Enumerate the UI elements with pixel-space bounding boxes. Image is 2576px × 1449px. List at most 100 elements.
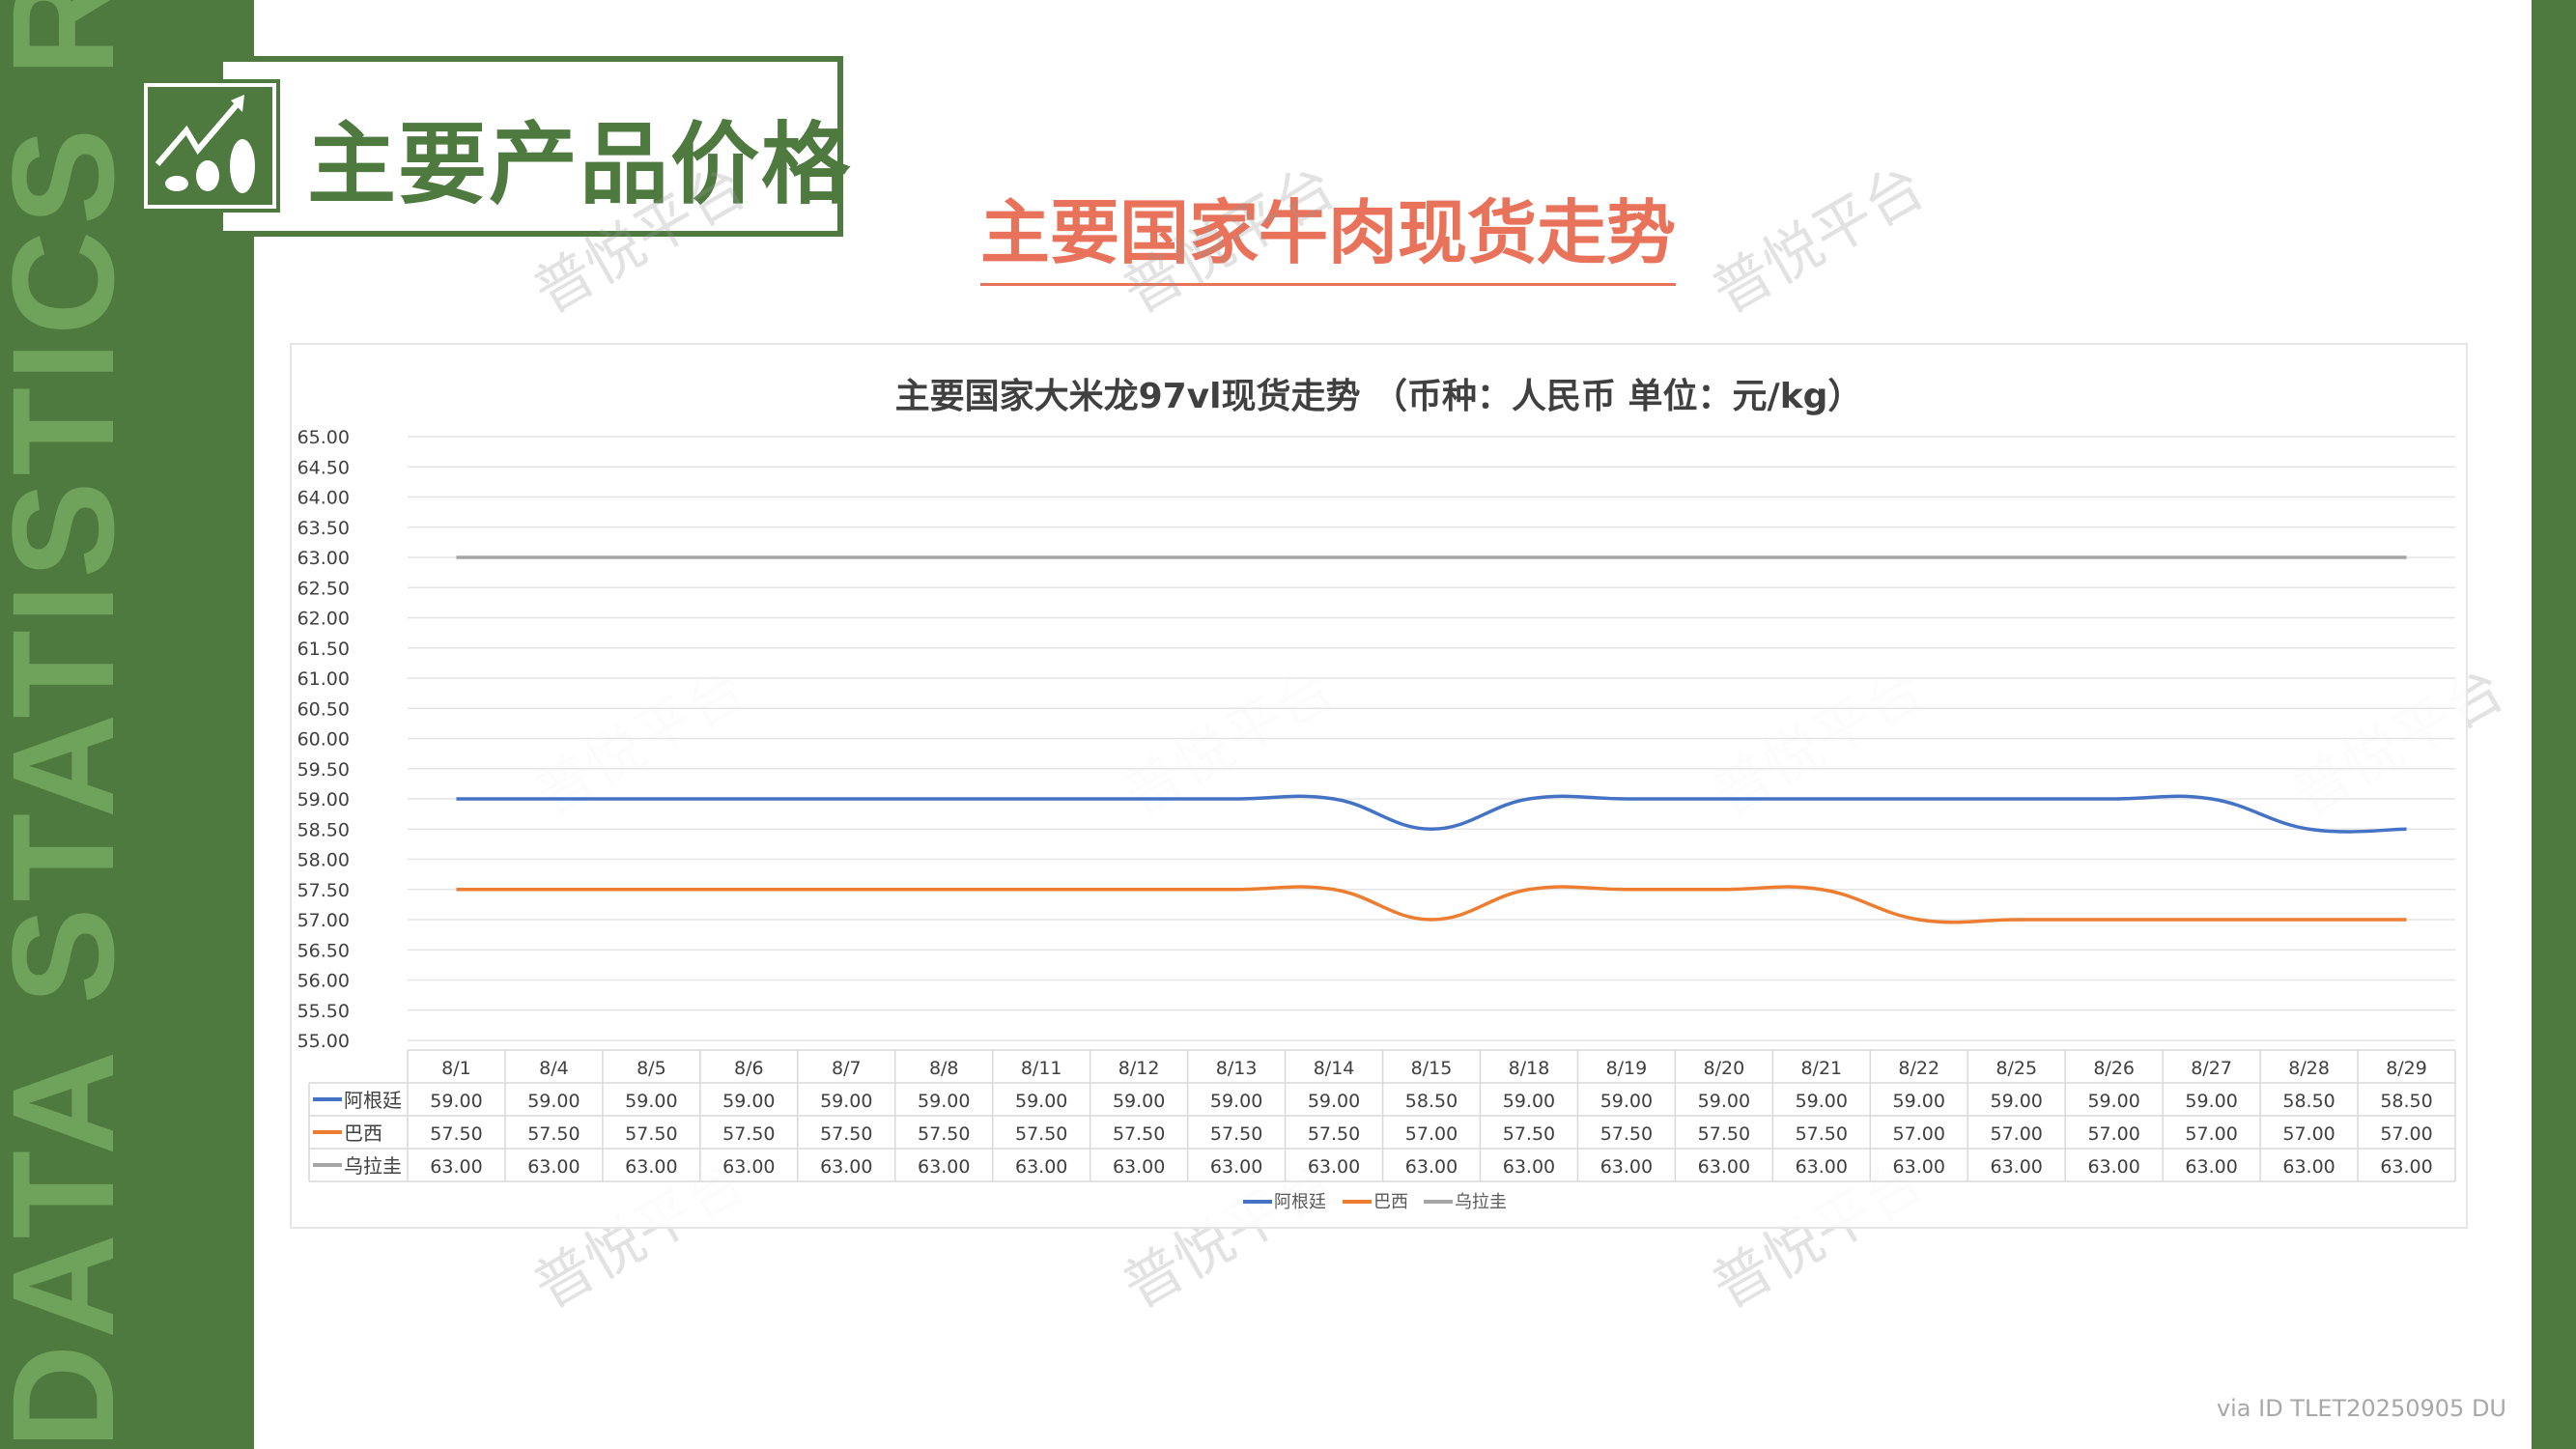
x-category-label: 8/4	[539, 1058, 569, 1079]
x-category-label: 8/12	[1118, 1058, 1160, 1079]
y-tick-label: 55.00	[297, 1031, 350, 1052]
left-decor-band: DATA STATISTICS REPORT	[0, 0, 254, 1449]
table-cell-value: 59.00	[527, 1091, 580, 1112]
table-series-name: 乌拉圭	[344, 1154, 402, 1178]
y-tick-label: 59.00	[297, 789, 350, 810]
table-series-name: 阿根廷	[344, 1089, 402, 1112]
table-cell-value: 57.50	[1503, 1123, 1555, 1145]
table-cell-value: 59.00	[1893, 1091, 1945, 1112]
y-tick-label: 64.00	[297, 488, 350, 509]
table-cell-value: 57.50	[722, 1123, 775, 1145]
x-category-label: 8/28	[2288, 1058, 2330, 1079]
right-decor-band	[2532, 0, 2576, 1449]
table-cell-value: 57.50	[1698, 1123, 1750, 1145]
x-category-label: 8/5	[637, 1058, 666, 1079]
table-cell-value: 59.00	[1796, 1091, 1848, 1112]
x-category-label: 8/21	[1800, 1058, 1842, 1079]
table-cell-value: 59.00	[430, 1091, 482, 1112]
table-cell-value: 58.50	[1405, 1091, 1458, 1112]
chart-panel: 主要国家大米龙97vl现货走势 （币种：人民币 单位：元/kg） 55.00 55…	[290, 343, 2468, 1229]
x-category-label: 8/26	[2093, 1058, 2135, 1079]
x-category-label: 8/25	[1996, 1058, 2037, 1079]
side-report-text: DATA STATISTICS REPORT	[0, 0, 144, 1449]
x-category-label: 8/20	[1704, 1058, 1745, 1079]
x-category-label: 8/13	[1216, 1058, 1258, 1079]
line-chart: 55.00 55.50 56.00 56.50 57.00 57.50 58.00 58.50…	[297, 427, 2456, 1212]
table-cell-value: 59.00	[625, 1091, 677, 1112]
table-cell-value: 63.00	[2185, 1156, 2237, 1178]
table-cell-value: 57.50	[625, 1123, 677, 1145]
legend-entry: 乌拉圭	[1455, 1192, 1507, 1212]
table-cell-value: 57.50	[918, 1123, 970, 1145]
table-cell-value: 57.50	[1600, 1123, 1653, 1145]
table-cell-value: 59.00	[1308, 1091, 1360, 1112]
table-cell-value: 63.00	[1210, 1156, 1262, 1178]
table-cell-value: 63.00	[2380, 1156, 2432, 1178]
watermark: 普悦平台	[1701, 152, 1937, 327]
table-cell-value: 63.00	[820, 1156, 872, 1178]
table-cell-value: 57.50	[1210, 1123, 1262, 1145]
chart-up-coins-icon	[140, 79, 280, 213]
table-cell-value: 57.00	[2380, 1123, 2432, 1145]
table-cell-value: 59.00	[1698, 1091, 1750, 1112]
y-tick-label: 58.50	[297, 819, 350, 840]
table-cell-value: 59.00	[820, 1091, 872, 1112]
table-cell-value: 59.00	[1600, 1091, 1653, 1112]
table-cell-value: 57.50	[430, 1123, 482, 1145]
table-cell-value: 63.00	[1308, 1156, 1360, 1178]
table-cell-value: 59.00	[2087, 1091, 2139, 1112]
y-tick-label: 62.50	[297, 578, 350, 599]
y-tick-label: 63.00	[297, 548, 350, 569]
section-header-box	[217, 56, 843, 237]
y-tick-label: 58.00	[297, 850, 350, 871]
x-category-label: 8/19	[1606, 1058, 1648, 1079]
table-cell-value: 63.00	[1600, 1156, 1653, 1178]
table-cell-value: 63.00	[1893, 1156, 1945, 1178]
table-cell-value: 57.00	[2087, 1123, 2139, 1145]
table-cell-value: 59.00	[2185, 1091, 2237, 1112]
y-tick-label: 62.00	[297, 609, 350, 630]
table-cell-value: 57.00	[1893, 1123, 1945, 1145]
y-tick-label: 56.50	[297, 940, 350, 961]
table-cell-value: 63.00	[1113, 1156, 1165, 1178]
series-line-巴西	[456, 885, 2407, 924]
table-cell-value: 57.50	[527, 1123, 580, 1145]
table-cell-value: 63.00	[1991, 1156, 2043, 1178]
y-tick-label: 59.50	[297, 759, 350, 781]
slide-title: 主要国家牛肉现货走势	[980, 176, 1677, 286]
table-cell-value: 63.00	[2282, 1156, 2335, 1178]
table-cell-value: 57.50	[1796, 1123, 1848, 1145]
table-cell-value: 59.00	[1991, 1091, 2043, 1112]
table-cell-value: 59.00	[722, 1091, 775, 1112]
x-category-label: 8/1	[441, 1058, 471, 1079]
table-cell-value: 63.00	[527, 1156, 580, 1178]
series-line-阿根廷	[456, 794, 2407, 834]
table-cell-value: 59.00	[918, 1091, 970, 1112]
section-title: 主要产品价格	[307, 113, 853, 216]
table-cell-value: 57.50	[1113, 1123, 1165, 1145]
table-cell-value: 63.00	[2087, 1156, 2139, 1178]
legend-entry: 巴西	[1373, 1192, 1408, 1212]
x-category-label: 8/27	[2191, 1058, 2232, 1079]
y-tick-label: 60.00	[297, 729, 350, 751]
x-category-label: 8/11	[1021, 1058, 1062, 1079]
table-cell-value: 63.00	[1698, 1156, 1750, 1178]
x-category-label: 8/8	[929, 1058, 959, 1079]
y-tick-label: 55.50	[297, 1001, 350, 1022]
x-category-label: 8/7	[832, 1058, 862, 1079]
table-cell-value: 63.00	[722, 1156, 775, 1178]
table-cell-value: 63.00	[1405, 1156, 1458, 1178]
y-tick-label: 61.00	[297, 668, 350, 690]
footer-id-text: via ID TLET20250905 DU	[2216, 1395, 2506, 1422]
table-cell-value: 63.00	[1796, 1156, 1848, 1178]
table-cell-value: 58.50	[2282, 1091, 2335, 1112]
y-tick-label: 61.50	[297, 639, 350, 660]
x-category-label: 8/29	[2386, 1058, 2427, 1079]
chart-title: 主要国家大米龙97vl现货走势 （币种：人民币 单位：元/kg）	[894, 377, 1863, 416]
y-tick-label: 63.50	[297, 518, 350, 539]
y-tick-label: 65.00	[297, 427, 350, 448]
x-category-label: 8/18	[1509, 1058, 1550, 1079]
x-category-label: 8/6	[734, 1058, 764, 1079]
table-cell-value: 59.00	[1015, 1091, 1067, 1112]
x-category-label: 8/14	[1314, 1058, 1355, 1079]
